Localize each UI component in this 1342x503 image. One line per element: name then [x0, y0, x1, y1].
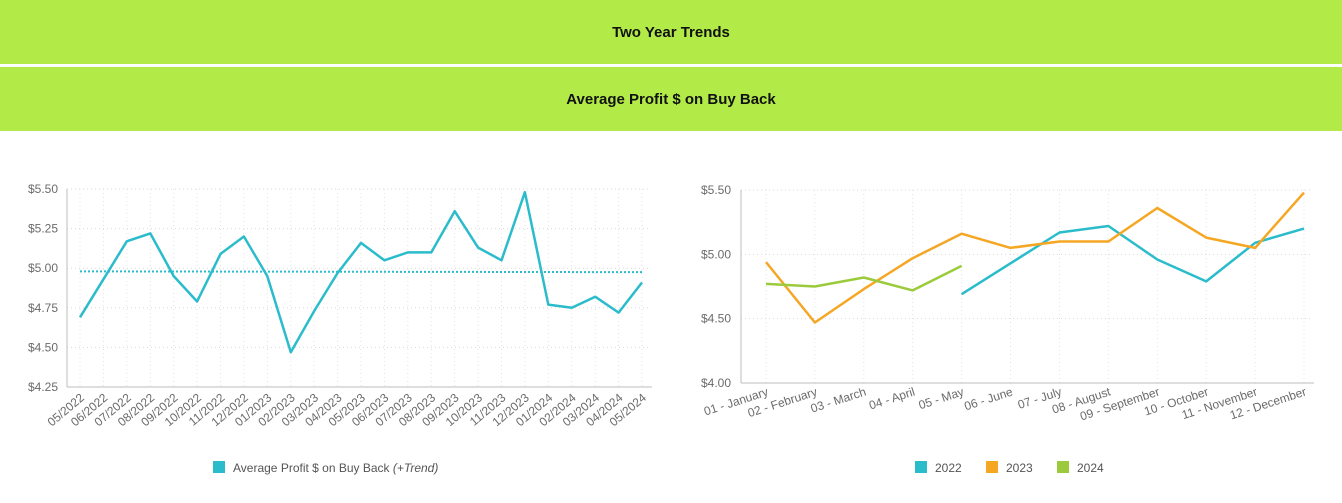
x-tick-label: 03 - March	[809, 385, 868, 416]
series-line-2024	[765, 264, 963, 292]
page-title: Two Year Trends	[612, 23, 730, 41]
x-tick-label: 05 - May	[917, 385, 966, 413]
y-tick-label: $4.75	[28, 301, 58, 315]
legend-entry: 2024	[1077, 461, 1104, 475]
legend-swatch	[986, 461, 998, 473]
legend-entry: 2022	[935, 461, 962, 475]
series-line-2023	[765, 191, 1305, 324]
y-tick-label: $4.50	[701, 312, 731, 326]
legend-swatch	[213, 461, 225, 473]
y-tick-label: $5.00	[701, 247, 731, 261]
legend-entry: 2023	[1006, 461, 1033, 475]
legend-swatch	[1057, 461, 1069, 473]
y-tick-label: $5.50	[701, 183, 731, 197]
y-tick-label: $5.00	[28, 261, 58, 275]
y-tick-label: $4.25	[28, 380, 58, 394]
chart-title: Average Profit $ on Buy Back	[566, 90, 776, 108]
series-line-2022	[960, 224, 1305, 296]
y-tick-label: $5.50	[28, 182, 58, 196]
x-tick-label: 04 - April	[867, 385, 916, 413]
y-tick-label: $4.00	[701, 376, 731, 390]
page-title-banner: Two Year Trends	[0, 0, 1342, 64]
series-line-average-profit-on-buy-back	[78, 190, 643, 354]
trend-line-chart: $4.25$4.50$4.75$5.00$5.25$5.5005/202206/…	[28, 182, 652, 475]
legend-entry: Average Profit $ on Buy Back (+Trend)	[233, 461, 438, 475]
chart-title-banner: Average Profit $ on Buy Back	[0, 67, 1342, 131]
x-tick-label: 06 - June	[963, 384, 1015, 413]
legend-swatch	[915, 461, 927, 473]
trend-line	[79, 270, 643, 274]
y-tick-label: $5.25	[28, 222, 58, 236]
y-tick-label: $4.50	[28, 340, 58, 354]
